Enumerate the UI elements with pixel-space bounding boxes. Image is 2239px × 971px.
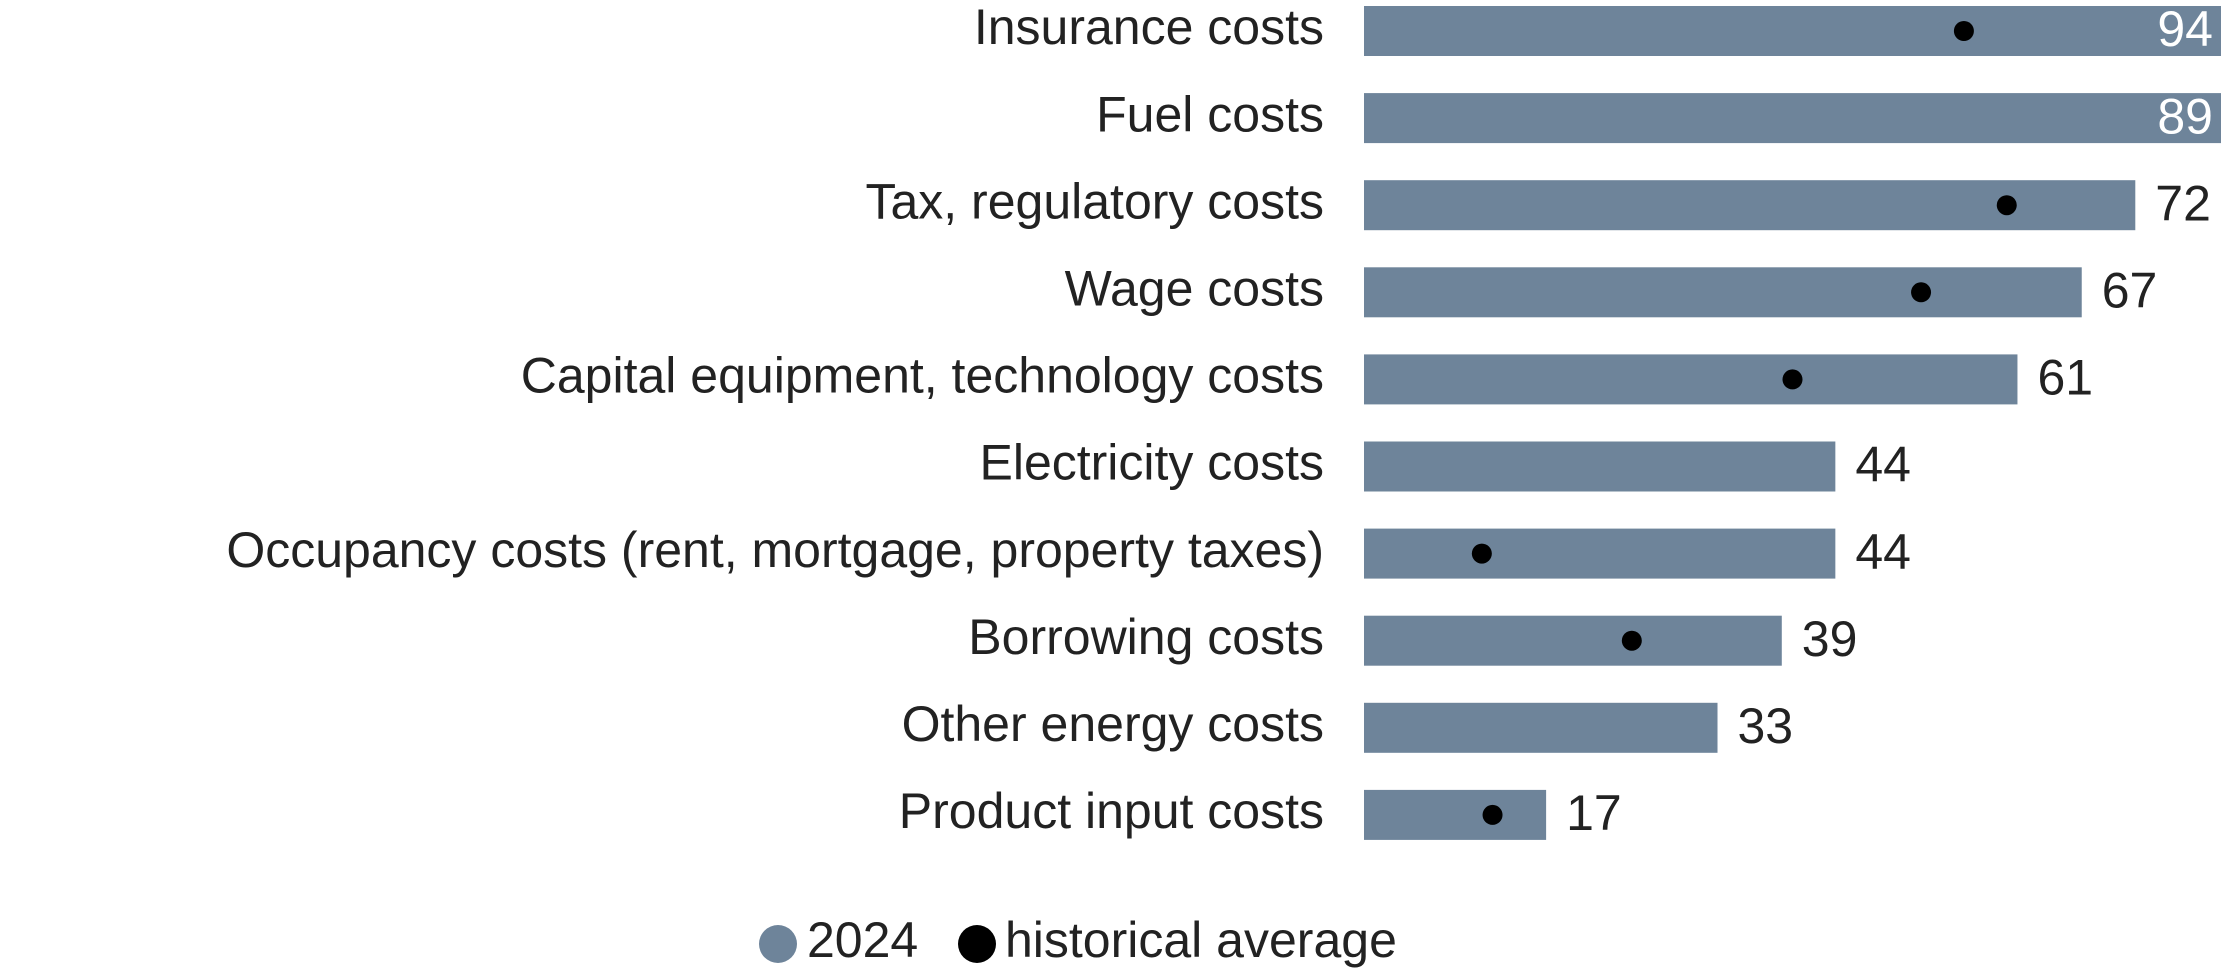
bar: [1364, 789, 1547, 840]
bar: [1364, 441, 1836, 492]
category-label: Wage costs: [1065, 261, 1324, 317]
average-dot: [1471, 543, 1492, 564]
category-label: Tax, regulatory costs: [865, 173, 1324, 229]
average-dot: [1953, 21, 1974, 41]
average-dot: [1996, 195, 2017, 216]
category-label: Insurance costs: [974, 0, 1324, 55]
bar: [1364, 267, 2082, 318]
value-label: 17: [1566, 785, 1622, 841]
category-label: Electricity costs: [979, 435, 1324, 491]
legend-swatch: [759, 925, 797, 963]
legend-label: 2024: [807, 912, 918, 968]
legend-swatch: [958, 925, 996, 963]
average-dot: [1782, 369, 1803, 390]
value-label: 44: [1855, 524, 1911, 580]
category-label: Other energy costs: [902, 696, 1324, 752]
average-dot: [1911, 282, 1932, 303]
average-dot: [1482, 804, 1503, 825]
bar: [1364, 354, 2018, 405]
value-label: 44: [1855, 437, 1911, 493]
bar: [1364, 702, 1718, 753]
category-label: Fuel costs: [1096, 86, 1324, 142]
value-label: 72: [2155, 175, 2211, 231]
category-label: Product input costs: [899, 783, 1324, 839]
value-label: 67: [2102, 263, 2158, 319]
legend-label: historical average: [1005, 912, 1397, 968]
bar: [1364, 615, 1782, 666]
value-label: 89: [2157, 88, 2213, 144]
value-label: 61: [2037, 350, 2093, 406]
bar: [1364, 180, 2136, 231]
bar: [1364, 93, 2221, 144]
value-label: 33: [1738, 698, 1794, 754]
bar: [1364, 6, 2221, 56]
average-dot: [1621, 630, 1642, 651]
value-label: 94: [2157, 1, 2213, 57]
category-label: Borrowing costs: [968, 609, 1324, 665]
category-label: Capital equipment, technology costs: [521, 348, 1324, 404]
bar: [1364, 528, 1836, 579]
value-label: 39: [1802, 611, 1858, 667]
category-label: Occupancy costs (rent, mortgage, propert…: [226, 522, 1324, 578]
